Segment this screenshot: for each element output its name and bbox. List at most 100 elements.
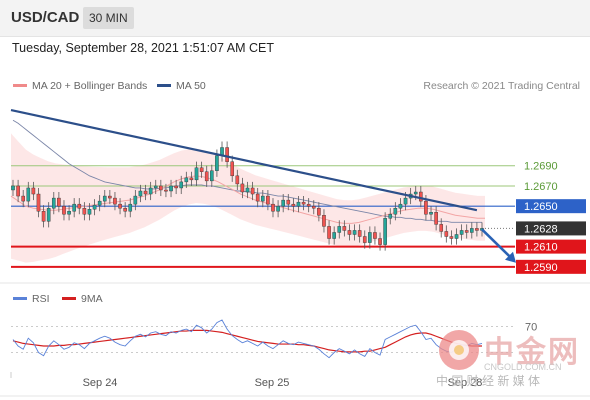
candle-body bbox=[291, 203, 296, 207]
bollinger-band bbox=[11, 133, 485, 263]
candle-body bbox=[362, 236, 367, 243]
candle-body bbox=[113, 197, 117, 205]
candle-body bbox=[143, 190, 148, 195]
symbol-title: USD/CAD bbox=[11, 9, 80, 26]
forecast-arrow bbox=[481, 228, 512, 259]
candle-body bbox=[317, 207, 321, 216]
legend-9ma-swatch bbox=[62, 296, 76, 300]
candle-body bbox=[153, 185, 158, 189]
candle-body bbox=[342, 226, 347, 231]
candle-body bbox=[337, 226, 342, 233]
cngold-watermark: 中金网 CNGOLD.COM.CN 中 国 财 经 新 媒 体 bbox=[432, 322, 590, 392]
rsi-tick-70: 70 bbox=[525, 322, 537, 334]
x-tick-label: Sep 24 bbox=[83, 377, 118, 389]
candle-body bbox=[97, 200, 102, 206]
level-label-1.2628: 1.2628 bbox=[524, 223, 558, 235]
candle-body bbox=[133, 195, 138, 205]
candle-body bbox=[286, 199, 291, 205]
candle-body bbox=[36, 193, 41, 212]
candle-body bbox=[21, 195, 25, 202]
legend-9ma-label: 9MA bbox=[81, 293, 103, 305]
legend-rsi: RSI bbox=[13, 293, 50, 305]
level-label-1.2590: 1.2590 bbox=[524, 262, 558, 274]
candle-body bbox=[301, 201, 306, 205]
ma20-line bbox=[10, 175, 485, 224]
candle-body bbox=[296, 201, 301, 207]
x-tick-label: Sep 28 bbox=[448, 377, 483, 389]
level-tag-1.2650 bbox=[516, 199, 586, 214]
candle-body bbox=[332, 232, 336, 239]
chart-datetime: Tuesday, September 28, 2021 1:51:07 AM C… bbox=[12, 41, 274, 55]
candle-body bbox=[230, 161, 235, 177]
candle-body bbox=[240, 183, 245, 193]
candle-body bbox=[357, 230, 362, 237]
candle-body bbox=[77, 203, 82, 209]
level-label-1.2610: 1.2610 bbox=[524, 242, 558, 254]
rsi-line bbox=[12, 319, 483, 359]
candle-body bbox=[322, 215, 326, 227]
candle-body bbox=[67, 211, 71, 215]
candle-body bbox=[260, 195, 265, 202]
candle-body bbox=[393, 207, 398, 215]
trendline bbox=[10, 109, 478, 212]
candle-body bbox=[419, 191, 423, 202]
candle-body bbox=[87, 208, 92, 215]
candle-body bbox=[388, 214, 393, 219]
candle-body bbox=[245, 187, 250, 193]
candle-body bbox=[46, 207, 51, 222]
candle-body bbox=[118, 203, 122, 209]
candle-body bbox=[454, 234, 459, 239]
candle-body bbox=[429, 212, 433, 215]
candle-body bbox=[128, 203, 133, 212]
candle-body bbox=[16, 185, 20, 197]
research-credit: Research © 2021 Trading Central bbox=[423, 80, 580, 92]
candle-body bbox=[26, 187, 31, 202]
legend-ma50-swatch bbox=[157, 83, 171, 87]
candle-body bbox=[271, 203, 275, 212]
candle-body bbox=[403, 197, 408, 205]
candle-body bbox=[164, 189, 168, 192]
candle-body bbox=[255, 193, 260, 202]
legend-ma20: MA 20 + Bollinger Bands bbox=[13, 80, 147, 92]
candle-body bbox=[194, 167, 199, 181]
timeframe-badge[interactable]: 30 MIN bbox=[83, 7, 134, 29]
candle-body bbox=[250, 187, 255, 195]
candle-body bbox=[138, 190, 143, 197]
candle-body bbox=[108, 195, 112, 199]
candle-body bbox=[31, 187, 36, 195]
candle-body bbox=[352, 230, 357, 235]
level-label-1.2690: 1.2690 bbox=[524, 161, 558, 173]
candle-body bbox=[92, 204, 97, 210]
candle-body bbox=[41, 211, 46, 222]
candle-body bbox=[82, 207, 87, 215]
watermark-tagline: 中 国 财 经 新 媒 体 bbox=[436, 374, 541, 388]
candle-body bbox=[373, 232, 377, 239]
forecast-arrowhead bbox=[505, 251, 516, 263]
level-tag-1.2610 bbox=[516, 239, 586, 254]
candle-body bbox=[464, 230, 469, 233]
level-tag-1.2628 bbox=[516, 221, 586, 236]
candle-body bbox=[169, 185, 173, 192]
candle-body bbox=[434, 212, 438, 225]
candle-body bbox=[199, 167, 204, 172]
candle-body bbox=[347, 230, 352, 235]
x-tick-label: Sep 25 bbox=[255, 377, 290, 389]
watermark-name: 中金网 bbox=[484, 336, 580, 369]
candle-body bbox=[11, 185, 15, 191]
candle-body bbox=[378, 238, 382, 245]
candle-body bbox=[123, 207, 127, 212]
level-tag-1.2590 bbox=[516, 259, 586, 274]
candle-body bbox=[266, 195, 270, 205]
candle-body bbox=[281, 199, 285, 207]
candle-body bbox=[204, 171, 209, 182]
candle-body bbox=[327, 226, 331, 239]
candle-body bbox=[210, 170, 214, 182]
candle-body bbox=[179, 181, 184, 189]
candle-body bbox=[189, 177, 194, 181]
candle-body bbox=[72, 203, 76, 212]
candle-body bbox=[51, 197, 56, 209]
candle-body bbox=[470, 228, 474, 233]
legend-rsi-swatch bbox=[13, 296, 27, 300]
candle-body bbox=[475, 228, 479, 231]
